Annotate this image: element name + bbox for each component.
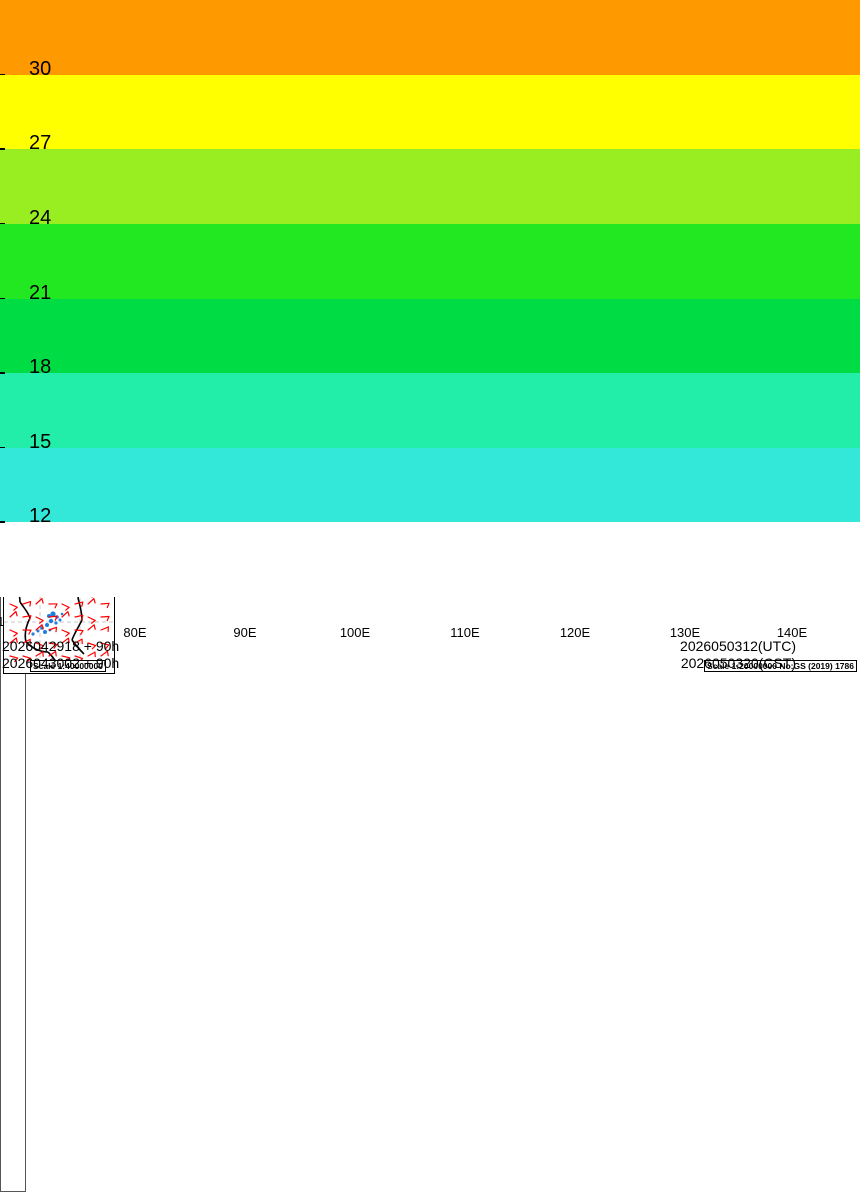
colorbar-tickmark-24 bbox=[0, 223, 5, 225]
colorbar-tick-27: 27 bbox=[29, 133, 51, 153]
colorbar-tickmark-21 bbox=[0, 298, 5, 300]
run-time-utc: 2026042918 + 90h bbox=[2, 638, 119, 655]
colorbar-tick-30: 30 bbox=[29, 59, 51, 79]
colorbar-tick-15: 15 bbox=[29, 432, 51, 452]
colorbar-band-1518 bbox=[0, 373, 860, 448]
colorbar-tickmark-18 bbox=[0, 372, 5, 374]
colorbar-band-2730 bbox=[0, 75, 860, 150]
valid-time-block: 2026050312(UTC) 2026050320(CST) bbox=[680, 638, 796, 672]
run-time-block: 2026042918 + 90h 2026043002 + 90h bbox=[2, 638, 119, 672]
colorbar-tickmark-30 bbox=[0, 74, 5, 76]
colorbar-tick-18: 18 bbox=[29, 357, 51, 377]
valid-time-cst: 2026050320(CST) bbox=[680, 655, 796, 672]
colorbar-band-1215 bbox=[0, 448, 860, 523]
run-time-cst: 2026043002 + 90h bbox=[2, 655, 119, 672]
colorbar-tickmark-15 bbox=[0, 447, 5, 449]
colorbar-band-12 bbox=[0, 522, 860, 597]
valid-time-utc: 2026050312(UTC) bbox=[680, 638, 796, 655]
colorbar-tickmark-12 bbox=[0, 521, 5, 523]
colorbar-tickmark-27 bbox=[0, 148, 5, 150]
colorbar-band-30 bbox=[0, 0, 860, 75]
colorbar-band-1821 bbox=[0, 299, 860, 374]
colorbar-tick-24: 24 bbox=[29, 208, 51, 228]
colorbar-tick-12: 12 bbox=[29, 506, 51, 526]
colorbar-band-2427 bbox=[0, 149, 860, 224]
colorbar-band-2124 bbox=[0, 224, 860, 299]
colorbar-tick-21: 21 bbox=[29, 283, 51, 303]
